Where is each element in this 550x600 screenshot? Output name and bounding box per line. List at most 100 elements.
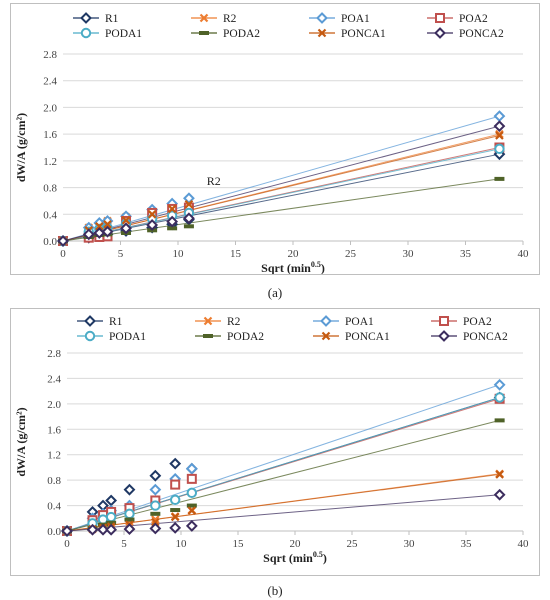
data-point-poda2-b bbox=[186, 503, 197, 508]
series-line-ponca2-a bbox=[62, 125, 500, 242]
data-point-ponca1-b bbox=[187, 506, 197, 515]
data-point-poda2-b bbox=[170, 508, 181, 513]
legend-label-a: PODA2 bbox=[223, 28, 260, 40]
data-point-ponca2-a bbox=[166, 215, 179, 228]
legend-marker-poda2-b bbox=[203, 334, 213, 338]
legend-item-r1-a: R1 bbox=[73, 12, 119, 25]
data-point-poda1-b bbox=[124, 508, 135, 520]
data-point-r1-b bbox=[149, 469, 162, 482]
data-point-ponca2-b bbox=[185, 519, 198, 532]
xtick-label-a: 20 bbox=[288, 248, 300, 260]
series-line-poa1-a bbox=[62, 115, 500, 242]
data-point-ponca1-a bbox=[495, 131, 504, 140]
legend-marker-r2-a bbox=[199, 13, 209, 23]
data-point-ponca1-b bbox=[170, 512, 180, 522]
data-point-r2-b bbox=[151, 515, 160, 524]
ytick-label-b: 2.4 bbox=[47, 373, 61, 385]
xtick-label-a: 0 bbox=[60, 248, 66, 260]
legend-item-ponca1-b: PONCA1 bbox=[313, 331, 390, 343]
data-point-poda2-b bbox=[494, 418, 505, 423]
data-point-ponca1-a bbox=[121, 216, 131, 225]
legend-marker-r2-b bbox=[203, 316, 213, 326]
xtick-label-b: 40 bbox=[518, 538, 530, 550]
legend-marker-r1-b bbox=[84, 315, 96, 327]
legend-item-poda1-b: PODA1 bbox=[77, 330, 146, 343]
ytick-label-b: 2.8 bbox=[47, 348, 61, 360]
data-point-ponca1-b bbox=[495, 470, 504, 479]
legend-label-a: R1 bbox=[105, 13, 119, 25]
chart-panel-b: 0.0 0.4 0.8 1.2 1.6 2.0 2.4 2.8 0 5 10 15 20 25 30 35 40… bbox=[10, 308, 540, 576]
y-axis-label-a: dW/A (g/cm²) bbox=[14, 113, 28, 182]
series-line-poa1-b bbox=[66, 384, 500, 532]
legend-marker-poa2-b bbox=[439, 316, 449, 326]
data-point-poda1-b bbox=[150, 500, 161, 511]
data-point-r1-b bbox=[123, 483, 136, 496]
y-axis-label-b: dW/A (g/cm²) bbox=[14, 407, 28, 476]
xtick-label-a: 25 bbox=[345, 248, 357, 260]
data-point-ponca2-b bbox=[86, 523, 99, 536]
legend-item-r2-b: R2 bbox=[195, 316, 241, 328]
legend-item-poa1-a: POA1 bbox=[309, 12, 370, 25]
data-point-ponca2-a bbox=[101, 225, 114, 238]
xtick-label-b: 15 bbox=[233, 538, 245, 550]
ytick-label-a: 2.4 bbox=[43, 76, 57, 88]
legend-label-b: PONCA2 bbox=[463, 331, 508, 343]
data-point-ponca1-b bbox=[151, 517, 160, 527]
annotation-a: R2 bbox=[207, 174, 221, 188]
ytick-label-a: 2.8 bbox=[43, 49, 57, 61]
legend-item-r2-a: R2 bbox=[191, 13, 237, 25]
ytick-label-b: 0.8 bbox=[47, 475, 61, 487]
caption-a: (a) bbox=[267, 285, 283, 300]
series-line-poda1-a bbox=[62, 148, 500, 242]
data-point-ponca2-b bbox=[169, 521, 182, 534]
data-point-poa1-a bbox=[493, 110, 506, 123]
xtick-label-b: 20 bbox=[290, 538, 302, 550]
legend-item-poa2-a: POA2 bbox=[427, 13, 488, 25]
legend-label-b: POA2 bbox=[463, 316, 492, 328]
legend-label-b: R1 bbox=[109, 316, 123, 328]
data-point-ponca2-a bbox=[120, 222, 132, 235]
x-axis-label-a: Sqrt (min0.5) bbox=[261, 260, 325, 274]
ytick-label-a: 0.8 bbox=[43, 183, 57, 195]
xtick-label-b: 30 bbox=[404, 538, 416, 550]
xtick-label-b: 35 bbox=[461, 538, 473, 550]
data-point-ponca2-b bbox=[493, 488, 506, 501]
legend-label-b: PODA2 bbox=[227, 331, 264, 343]
data-point-poa1-b bbox=[149, 483, 162, 496]
chart-panel-a: 0.0 0.4 0.8 1.2 1.6 2.0 2.4 2.8 0 5 10 15 20 25 30 35 40… bbox=[10, 3, 540, 275]
data-point-poda1-b bbox=[186, 487, 198, 499]
chart-a: 0.0 0.4 0.8 1.2 1.6 2.0 2.4 2.8 0 5 10 15 20 25 30 35 40… bbox=[14, 12, 529, 275]
data-point-poa1-b bbox=[493, 378, 506, 391]
xtick-label-b: 5 bbox=[121, 538, 127, 550]
series-line-poda1-b bbox=[66, 397, 500, 532]
legend-label-a: POA2 bbox=[459, 13, 488, 25]
ytick-label-b: 0.0 bbox=[47, 526, 61, 538]
data-point-ponca2-a bbox=[493, 120, 506, 133]
xtick-label-a: 10 bbox=[173, 248, 185, 260]
legend-marker-ponca2-a bbox=[434, 27, 446, 39]
xtick-label-a: 5 bbox=[118, 248, 124, 260]
legend-item-poa1-b: POA1 bbox=[313, 315, 374, 328]
data-point-ponca2-a bbox=[82, 228, 95, 241]
legend-item-poda1-a: PODA1 bbox=[73, 27, 142, 40]
legend-label-b: POA1 bbox=[345, 316, 374, 328]
series-line-ponca1-a bbox=[62, 134, 500, 242]
xtick-label-a: 15 bbox=[230, 248, 242, 260]
legend-item-poda2-b: PODA2 bbox=[195, 331, 264, 343]
legend-marker-poda1-a bbox=[80, 27, 92, 39]
data-point-ponca1-a bbox=[167, 204, 177, 214]
data-point-poa1-b bbox=[185, 462, 198, 475]
data-point-poa2-b bbox=[170, 479, 181, 490]
legend-marker-r1-a bbox=[80, 12, 92, 24]
ytick-label-a: 0.4 bbox=[43, 209, 57, 221]
legend-item-poa2-b: POA2 bbox=[431, 316, 492, 328]
xtick-label-b: 25 bbox=[347, 538, 359, 550]
ytick-label-b: 0.4 bbox=[47, 501, 61, 513]
legend-marker-poa2-a bbox=[435, 13, 445, 23]
chart-b: 0.0 0.4 0.8 1.2 1.6 2.0 2.4 2.8 0 5 10 15 20 25 30 35 40… bbox=[14, 315, 530, 565]
data-point-ponca2-a bbox=[57, 235, 69, 247]
series-ponca1-a bbox=[58, 131, 504, 246]
series-line-r1-a bbox=[62, 153, 500, 242]
legend-label-b: PONCA1 bbox=[345, 331, 390, 343]
x-axis-label-b: Sqrt (min0.5) bbox=[263, 550, 327, 565]
